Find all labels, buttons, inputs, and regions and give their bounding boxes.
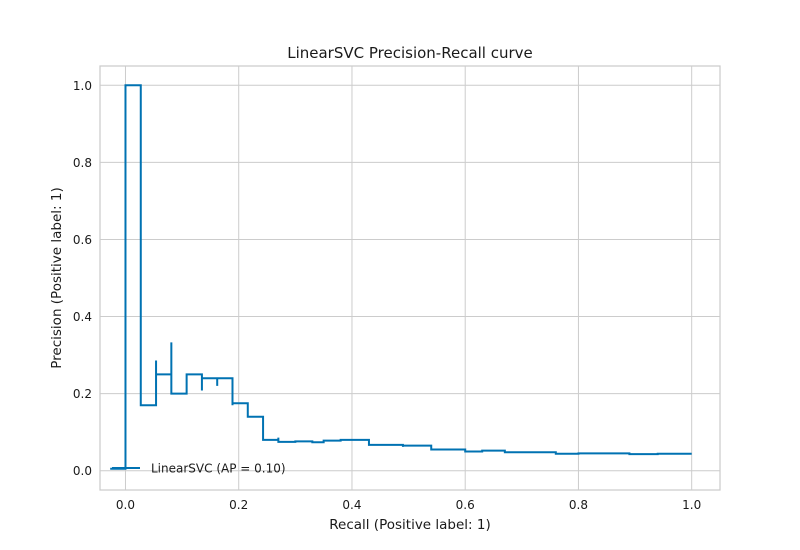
x-axis-label: Recall (Positive label: 1): [329, 517, 491, 533]
pr-curve-line: [110, 84, 692, 470]
legend: LinearSVC (AP = 0.10): [112, 462, 286, 476]
x-tick-label: 0.2: [229, 498, 248, 512]
x-tick-label: 0.4: [342, 498, 361, 512]
y-tick-label: 1.0: [73, 79, 92, 93]
legend-label: LinearSVC (AP = 0.10): [151, 462, 286, 476]
series-layer: [110, 84, 692, 470]
x-tick-labels: 0.0 0.2 0.4 0.6 0.8 1.0: [116, 498, 701, 512]
y-tick-label: 0.4: [73, 310, 92, 324]
y-tick-label: 0.6: [73, 233, 92, 247]
y-tick-labels: 0.0 0.2 0.4 0.6 0.8 1.0: [73, 79, 92, 478]
x-tick-label: 1.0: [682, 498, 701, 512]
y-tick-label: 0.8: [73, 156, 92, 170]
plot-area-frame: [99, 65, 721, 491]
y-tick-label: 0.2: [73, 387, 92, 401]
y-axis-label: Precision (Positive label: 1): [49, 187, 65, 368]
chart-title: LinearSVC Precision-Recall curve: [287, 44, 533, 62]
x-tick-label: 0.6: [456, 498, 475, 512]
y-tick-label: 0.0: [73, 464, 92, 478]
grid: [100, 66, 720, 490]
x-tick-label: 0.8: [569, 498, 588, 512]
x-tick-label: 0.0: [116, 498, 135, 512]
